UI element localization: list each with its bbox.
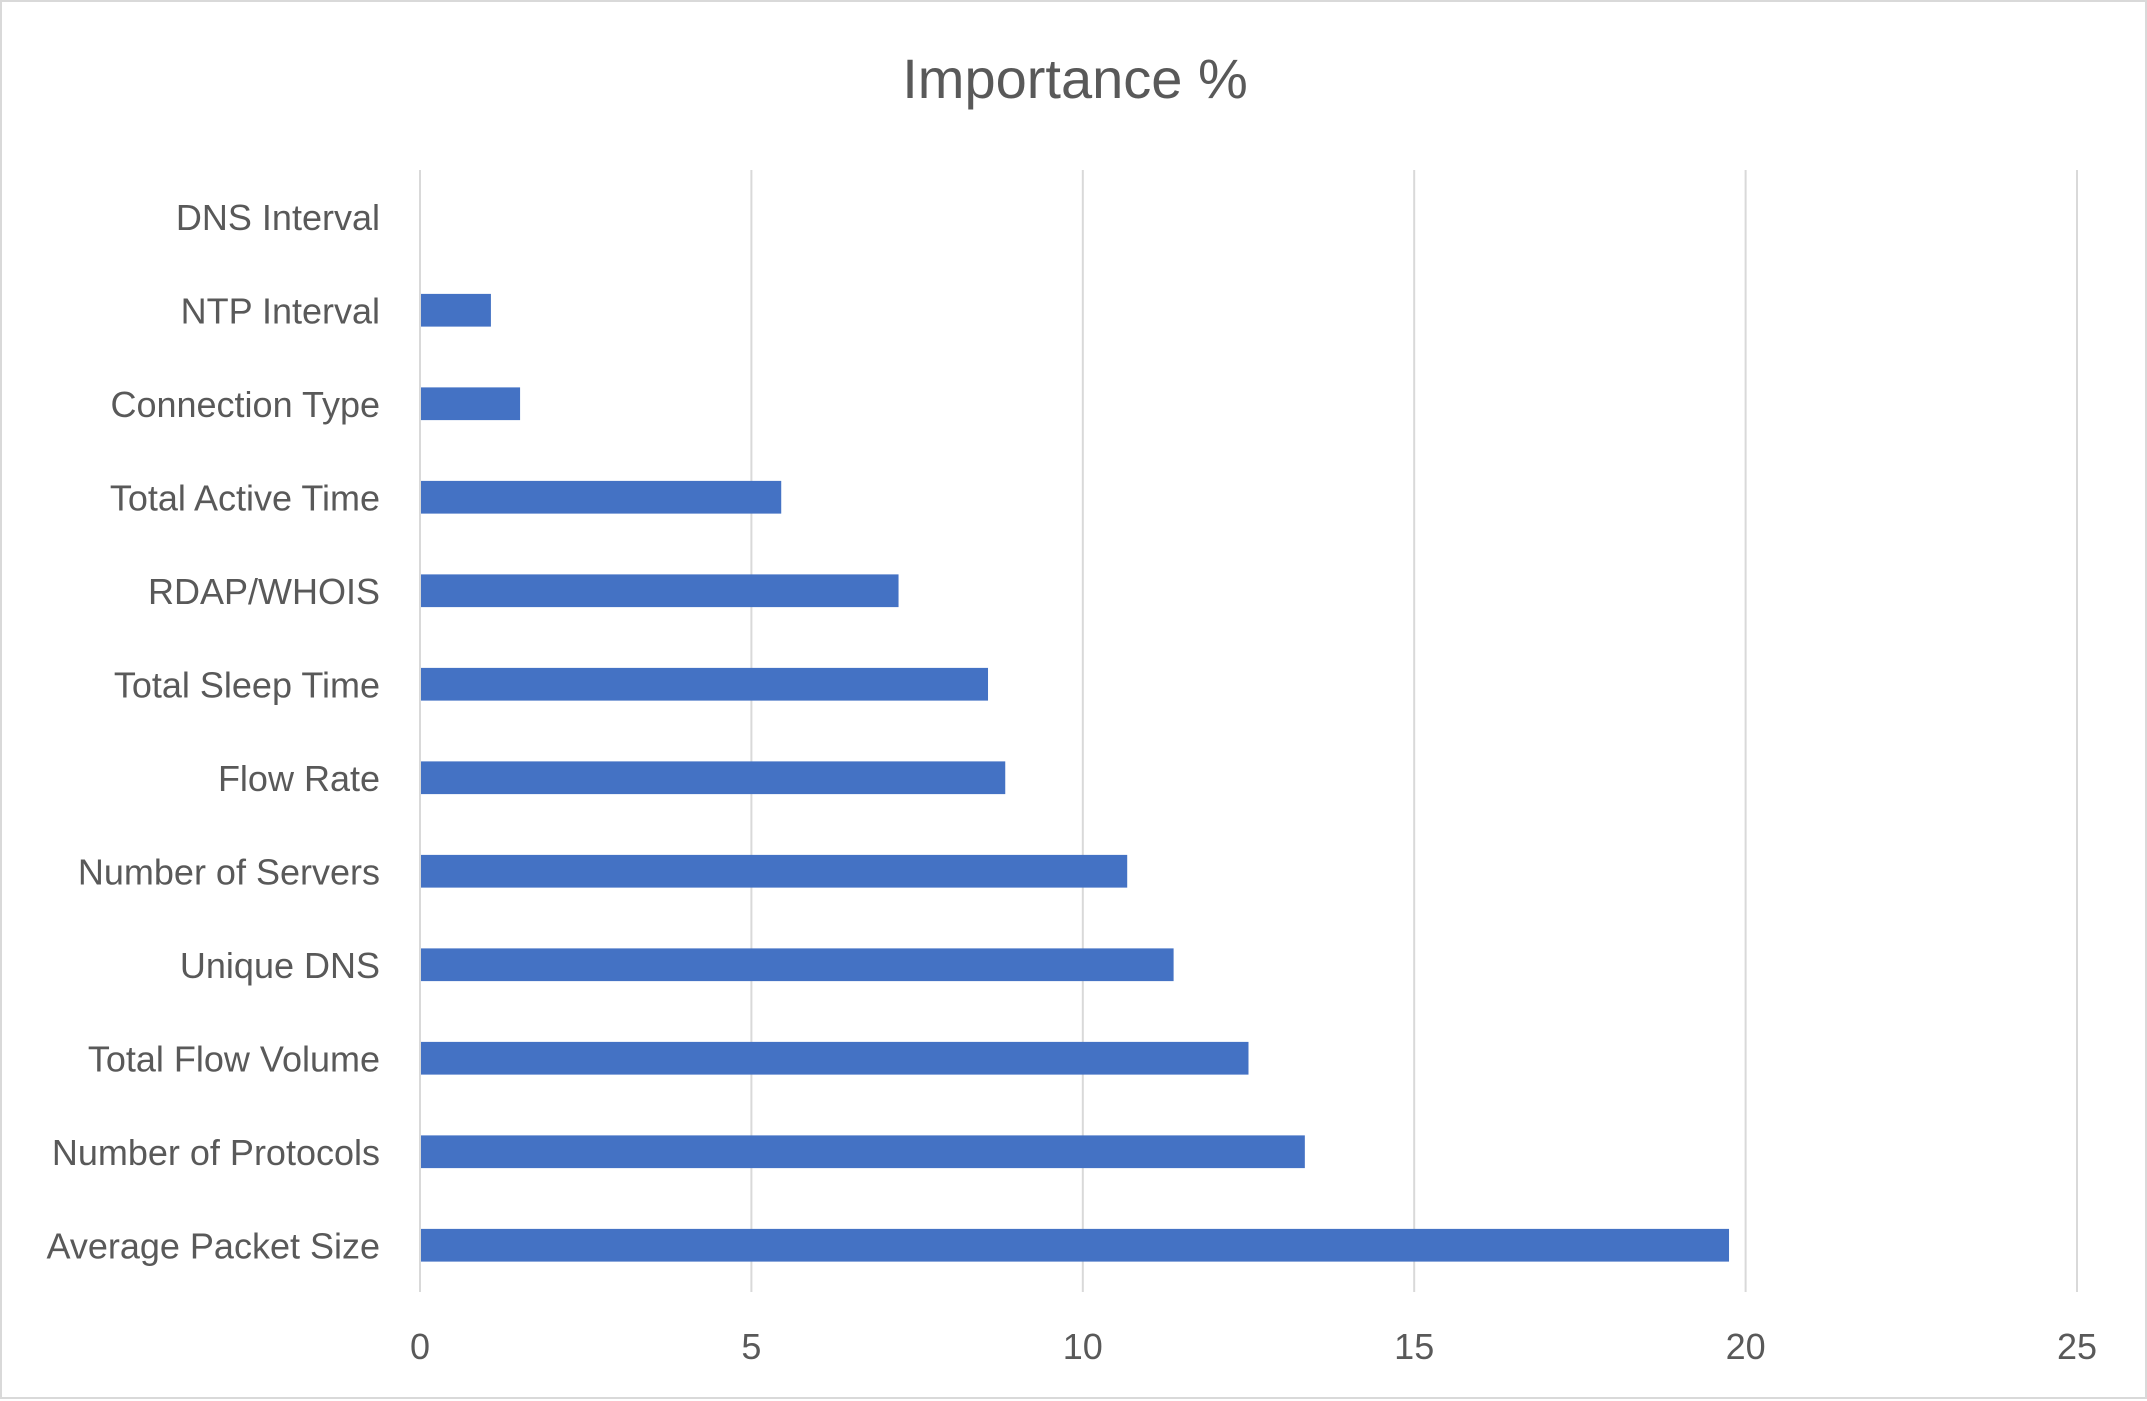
chart-title: Importance % xyxy=(902,47,1248,110)
category-label: Connection Type xyxy=(110,384,380,425)
bar xyxy=(421,574,899,608)
category-label: Number of Protocols xyxy=(52,1132,380,1173)
category-label: Flow Rate xyxy=(218,758,380,799)
bar xyxy=(421,761,1006,795)
x-tick-label: 25 xyxy=(2057,1326,2097,1367)
bar xyxy=(421,1228,1730,1262)
category-label: Unique DNS xyxy=(180,945,380,986)
bar xyxy=(421,667,989,701)
category-label: RDAP/WHOIS xyxy=(148,571,380,612)
bar xyxy=(421,293,491,327)
bar xyxy=(421,1041,1249,1075)
x-tick-label: 20 xyxy=(1726,1326,1766,1367)
bars xyxy=(421,293,1730,1262)
bar xyxy=(421,387,521,421)
x-tick-label: 5 xyxy=(741,1326,761,1367)
bar xyxy=(421,480,782,514)
category-label: NTP Interval xyxy=(181,290,380,331)
category-label: Total Sleep Time xyxy=(114,664,380,705)
category-label: DNS Interval xyxy=(176,197,380,238)
category-label: Average Packet Size xyxy=(46,1225,380,1266)
bar xyxy=(421,948,1174,982)
category-label: Total Flow Volume xyxy=(88,1038,380,1079)
x-tick-label: 10 xyxy=(1063,1326,1103,1367)
bar xyxy=(421,1135,1305,1169)
category-label: Total Active Time xyxy=(110,477,380,518)
gridlines xyxy=(419,170,2078,1292)
category-label: Number of Servers xyxy=(78,851,380,892)
x-tick-labels: 0 5 10 15 20 25 xyxy=(410,1326,2097,1367)
bar xyxy=(421,854,1128,888)
category-labels: Average Packet Size Number of Protocols To… xyxy=(46,197,380,1267)
x-tick-label: 0 xyxy=(410,1326,430,1367)
x-tick-label: 15 xyxy=(1394,1326,1434,1367)
